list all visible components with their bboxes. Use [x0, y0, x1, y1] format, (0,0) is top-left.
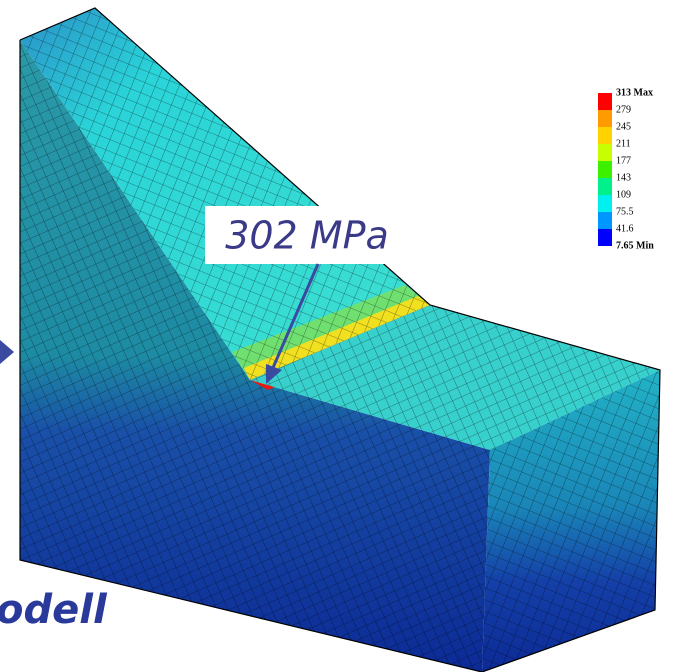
caption: odell — [0, 587, 108, 633]
legend-label: 109 — [616, 189, 631, 200]
legend-label: 143 — [616, 172, 631, 183]
legend-swatch — [598, 144, 612, 161]
legend-label: 75.5 — [616, 206, 634, 217]
legend-label: 177 — [616, 155, 631, 166]
legend-label: 245 — [616, 121, 631, 132]
arrow-head — [0, 340, 14, 364]
legend-swatch — [598, 195, 612, 212]
legend-label: 211 — [616, 138, 631, 149]
legend-swatch — [598, 127, 612, 144]
legend: 313 Max 279 245 211 177 143 109 75.5 41.6 7.65 Mi… — [598, 87, 654, 251]
fem-result: 313 Max 279 245 211 177 143 109 75.5 41.6 7.65 Mi… — [0, 0, 673, 672]
legend-label: 7.65 Min — [616, 240, 654, 251]
legend-label: 41.6 — [616, 223, 634, 234]
legend-label: 279 — [616, 104, 631, 115]
legend-swatch — [598, 110, 612, 127]
legend-swatch — [598, 93, 612, 110]
legend-swatch — [598, 229, 612, 246]
annotation: 302 MPa — [225, 214, 389, 258]
legend-label: 313 Max — [616, 87, 653, 98]
legend-swatch — [598, 178, 612, 195]
legend-swatch — [598, 212, 612, 229]
legend-swatch — [598, 161, 612, 178]
